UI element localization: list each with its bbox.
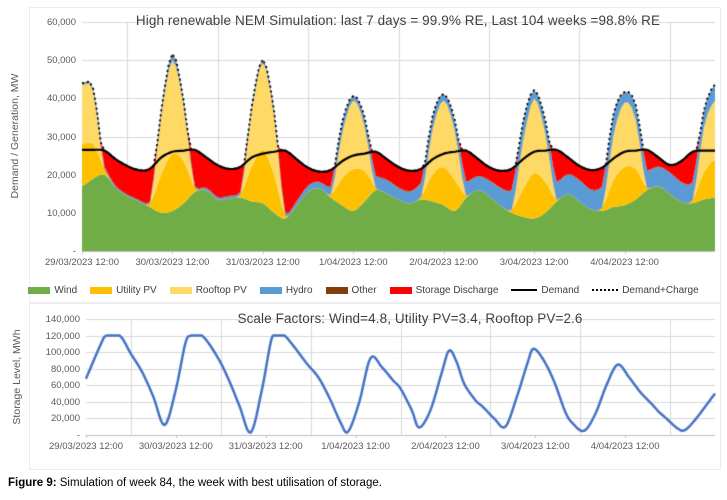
legend-label: Hydro (285, 284, 313, 296)
generation-y-axis-title: Demand / Generation, MW (9, 73, 21, 199)
storage-chart-title: Scale Factors: Wind=4.8, Utility PV=3.4,… (237, 311, 583, 326)
storage-x-tick: 3/04/2023 12:00 (500, 441, 570, 452)
generation-x-tick: 3/04/2023 12:00 (499, 257, 569, 268)
generation-x-tick: 29/03/2023 12:00 (45, 257, 119, 268)
legend-marker-area (28, 286, 51, 294)
legend-label: Demand (541, 284, 580, 296)
generation-y-tick: 10,000 (46, 207, 76, 219)
storage-chart-canvas (0, 302, 727, 474)
generation-y-tick: 30,000 (46, 131, 76, 143)
legend-item-utility-pv: Utility PV (90, 285, 157, 296)
generation-x-tick: 30/03/2023 12:00 (135, 257, 210, 268)
generation-y-tick: 40,000 (46, 93, 76, 105)
legend-item-rooftop-pv: Rooftop PV (169, 284, 247, 296)
legend-marker-area (389, 286, 412, 294)
legend-label: Demand+Charge (622, 284, 699, 296)
legend-item-hydro: Hydro (259, 284, 313, 296)
storage-y-tick: 120,000 (45, 330, 80, 342)
storage-y-tick: 60,000 (50, 380, 80, 392)
figure-caption-label: Figure 9: (8, 477, 57, 489)
generation-x-tick: 2/04/2023 12:00 (409, 257, 479, 268)
figure-caption-text: Simulation of week 84, the week with bes… (56, 477, 382, 489)
legend-marker-area (325, 286, 348, 294)
legend-item-demand: Demand (511, 285, 579, 296)
storage-y-tick: 80,000 (50, 363, 80, 375)
legend-item-storage-discharge: Storage Discharge (389, 284, 499, 296)
storage-y-tick: 100,000 (45, 347, 80, 359)
generation-y-tick: 50,000 (46, 55, 76, 67)
storage-x-tick: 29/03/2023 12:00 (49, 441, 123, 452)
storage-x-tick: 31/03/2023 12:00 (228, 441, 303, 452)
legend-label: Storage Discharge (415, 284, 499, 296)
generation-chart-canvas (0, 0, 727, 302)
generation-y-tick: - (72, 246, 76, 257)
legend-label: Rooftop PV (195, 284, 247, 296)
chart-legend: Wind Utility PV Rooftop PV Hydro Other Storag… (0, 281, 727, 299)
generation-y-tick: 60,000 (46, 17, 76, 28)
legend-label: Utility PV (116, 284, 157, 296)
storage-y-tick: - (76, 430, 80, 441)
legend-marker-area (259, 286, 282, 294)
storage-x-tick: 30/03/2023 12:00 (138, 441, 213, 452)
storage-x-tick: 4/04/2023 12:00 (590, 441, 660, 452)
storage-y-tick: 140,000 (45, 314, 80, 325)
generation-x-tick: 4/04/2023 12:00 (590, 257, 659, 268)
generation-y-tick: 20,000 (46, 169, 76, 181)
storage-y-axis-title: Storage Level, MWh (11, 329, 23, 425)
legend-label: Other (351, 284, 377, 296)
storage-x-tick: 2/04/2023 12:00 (411, 441, 480, 452)
figure-caption: Figure 9: Simulation of week 84, the wee… (8, 477, 382, 489)
generation-chart-title: High renewable NEM Simulation: last 7 da… (135, 13, 661, 28)
legend-item-demand-charge: Demand+Charge (592, 284, 699, 296)
legend-marker-line-dotted (592, 289, 619, 291)
legend-marker-area (90, 286, 113, 294)
generation-x-tick: 31/03/2023 12:00 (225, 257, 300, 268)
storage-y-tick: 40,000 (50, 396, 80, 408)
storage-x-tick: 1/04/2023 12:00 (321, 441, 390, 452)
legend-marker-line-solid (511, 289, 538, 291)
storage-y-tick: 20,000 (50, 413, 80, 425)
legend-item-other: Other (325, 284, 377, 296)
legend-item-wind: Wind (28, 285, 77, 296)
legend-marker-area (169, 286, 192, 294)
generation-x-tick: 1/04/2023 12:00 (318, 257, 388, 268)
legend-label: Wind (54, 284, 78, 296)
